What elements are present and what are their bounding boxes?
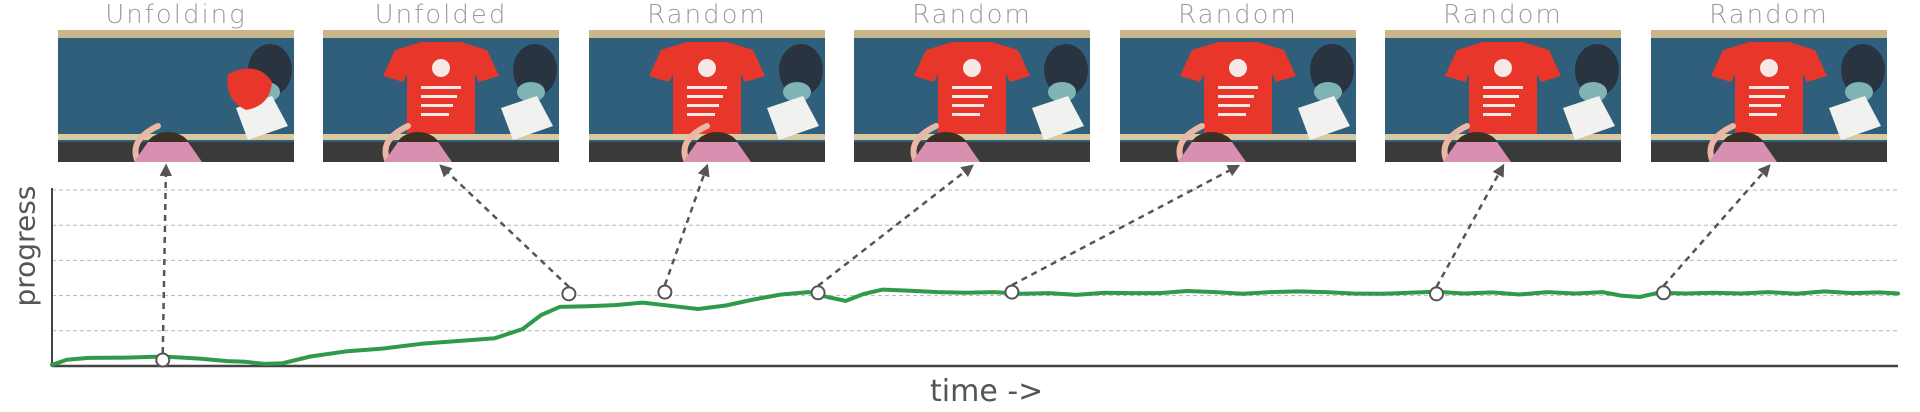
sampled-frame-point xyxy=(1004,284,1020,300)
sampled-frame-point xyxy=(1656,285,1672,301)
x-axis-label: time -> xyxy=(930,374,1044,409)
frame-pointer-arrow xyxy=(1662,164,1771,287)
video-frame-thumbnail xyxy=(589,30,825,162)
frame-label: Random xyxy=(647,0,767,30)
frame-pointer-arrow xyxy=(1011,164,1241,287)
frame-image xyxy=(854,30,1090,162)
sampled-frame-point xyxy=(1429,286,1444,302)
frame-image xyxy=(323,30,559,162)
sampled-frame-point xyxy=(657,284,673,300)
progress-series-line xyxy=(50,287,1900,367)
sampled-frame-point xyxy=(561,286,577,302)
video-frame-thumbnail xyxy=(1385,30,1621,162)
frame-label: Random xyxy=(1178,0,1298,30)
frame-label: Random xyxy=(912,0,1032,30)
frame-pointer-arrow xyxy=(817,164,974,287)
frame-label: Random xyxy=(1443,0,1563,30)
video-frame-thumbnail xyxy=(1120,30,1356,162)
video-frame-thumbnail xyxy=(323,30,559,162)
frame-image xyxy=(1385,30,1621,162)
sampled-frame-point xyxy=(155,352,171,368)
y-axis-label: progress xyxy=(8,185,42,307)
frame-pointer-arrow xyxy=(159,163,173,354)
frame-image xyxy=(58,30,294,162)
video-frame-thumbnail xyxy=(58,30,294,162)
frame-image xyxy=(589,30,825,162)
frame-label: Unfolding xyxy=(105,0,247,30)
video-frame-thumbnail xyxy=(1651,30,1887,162)
frame-pointer-arrow xyxy=(439,164,570,288)
video-frame-thumbnail xyxy=(854,30,1090,162)
frame-pointer-arrow xyxy=(1435,163,1505,288)
frame-label: Unfolded xyxy=(374,0,508,30)
frame-image xyxy=(1651,30,1887,162)
frame-image xyxy=(1120,30,1356,162)
frame-label: Random xyxy=(1709,0,1829,30)
sampled-frame-point xyxy=(810,285,826,301)
